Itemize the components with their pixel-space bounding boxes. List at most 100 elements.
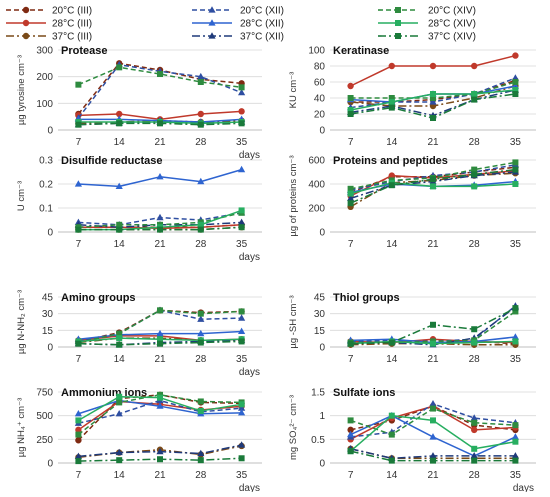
data-point (156, 402, 164, 409)
data-point (429, 62, 437, 70)
data-point (157, 71, 163, 77)
data-point (388, 431, 395, 438)
data-point (347, 107, 354, 113)
data-point (197, 398, 204, 405)
y-tick-label: 20 (314, 110, 326, 121)
data-point (238, 338, 245, 345)
series (74, 60, 246, 121)
panel-title: Amino groups (61, 292, 136, 304)
y-tick-label: 1 (319, 411, 325, 422)
data-point (116, 221, 123, 228)
data-point (238, 441, 246, 448)
y-tick-label: 0 (47, 228, 53, 239)
data-point (512, 52, 519, 59)
y-axis-label: KU cm⁻³ (288, 72, 299, 109)
data-point (471, 339, 478, 346)
y-tick-label: 600 (308, 156, 325, 167)
legend-marker (208, 32, 216, 39)
data-point (388, 339, 395, 346)
x-axis-label: days (513, 483, 534, 492)
data-point (429, 433, 437, 440)
data-point (388, 172, 395, 179)
y-tick-label: 60 (314, 78, 326, 89)
x-tick-label: 7 (76, 239, 82, 250)
y-tick-label: 0.3 (39, 156, 53, 167)
data-point (471, 183, 478, 190)
data-point (238, 207, 245, 214)
y-tick-label: 80 (314, 62, 326, 73)
data-point (388, 62, 395, 70)
data-point (238, 409, 246, 416)
x-tick-label: 21 (427, 239, 439, 250)
y-tick-label: 45 (42, 293, 54, 304)
data-point (512, 181, 519, 187)
data-point (116, 335, 123, 342)
data-point (116, 399, 123, 406)
x-tick-label: 21 (154, 239, 166, 250)
data-point (197, 79, 204, 85)
data-point (429, 400, 437, 407)
series (75, 455, 245, 465)
data-point (75, 458, 82, 465)
data-point (512, 166, 519, 173)
series-line (350, 54, 516, 87)
data-point (238, 401, 245, 408)
data-point (238, 84, 245, 91)
series (74, 441, 246, 459)
data-point (471, 457, 478, 464)
x-tick-label: 21 (427, 354, 439, 365)
data-point (471, 96, 478, 103)
x-tick-label: 35 (236, 239, 248, 250)
y-tick-label: 0 (47, 343, 53, 354)
legend-item: 37°C (XIV) (378, 32, 476, 43)
x-tick-label: 14 (114, 470, 126, 481)
data-point (347, 95, 354, 101)
y-tick-label: 200 (36, 72, 53, 83)
series (347, 52, 519, 90)
x-tick-label: 14 (114, 137, 126, 148)
series (75, 224, 245, 233)
series (347, 87, 519, 113)
data-point (197, 226, 204, 233)
y-tick-label: 400 (308, 180, 325, 191)
data-point (75, 437, 82, 444)
data-point (74, 409, 82, 417)
y-tick-label: 0.5 (311, 435, 325, 446)
chart-panel: 0 250 500 750 7 14 21 28 35 days µg NH₄⁺ cm⁻³ Ammon… (16, 387, 262, 494)
data-point (75, 431, 82, 438)
data-point (347, 448, 354, 455)
data-point (388, 104, 395, 111)
x-tick-label: 14 (114, 354, 126, 365)
x-tick-label: 35 (236, 137, 248, 148)
data-point (115, 182, 123, 189)
chart-panel: 0 100 200 300 7 14 21 28 35 days µg tyrosine cm⁻³ P… (16, 45, 262, 161)
series (347, 405, 519, 438)
x-tick-label: 28 (469, 137, 481, 148)
data-point (430, 91, 436, 97)
y-tick-label: 0.1 (39, 204, 53, 215)
data-point (471, 419, 478, 426)
legend-label: 37°C (XIV) (428, 32, 476, 43)
data-point (197, 177, 205, 185)
series (75, 120, 245, 128)
legend-label: 20°C (XII) (240, 6, 284, 17)
data-point (347, 185, 354, 192)
y-axis-label: µg of proteins cm⁻³ (288, 155, 299, 236)
legend-item: 37°C (III) (6, 32, 92, 43)
series-line (350, 405, 516, 431)
data-point (197, 121, 204, 128)
data-point (116, 120, 123, 127)
data-point (197, 110, 204, 118)
data-point (238, 455, 245, 462)
data-point (429, 452, 437, 459)
chart-panel: 0 200 400 600 7 14 21 28 35 µg of proteins cm⁻³ Pr… (288, 155, 536, 250)
x-tick-label: 21 (154, 354, 166, 365)
data-point (512, 422, 519, 429)
data-point (512, 457, 519, 464)
data-point (75, 226, 82, 233)
legend-marker (395, 20, 401, 26)
data-point (156, 173, 164, 180)
data-point (157, 336, 163, 343)
data-point (156, 329, 164, 337)
